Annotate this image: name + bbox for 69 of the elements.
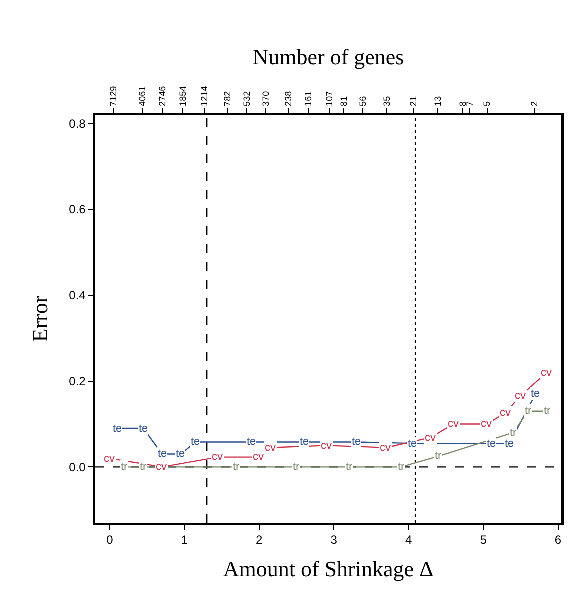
x2-tick-label: 5 (482, 101, 492, 106)
text: cv (380, 442, 391, 454)
text: te (176, 448, 186, 460)
text: cv (425, 432, 436, 444)
x2-tick-label: 81 (338, 96, 349, 106)
x-tick-label: 6 (554, 533, 562, 548)
text: tr (140, 461, 147, 473)
text: te (531, 388, 540, 400)
text: te (505, 438, 514, 450)
text: tr (121, 461, 128, 473)
text: tr (525, 405, 532, 417)
x2-tick-label: 238 (284, 91, 294, 106)
x2-tick-label: 13 (433, 96, 444, 106)
x2-tick-label: 56 (358, 96, 368, 106)
text: te (113, 423, 122, 435)
x2-tick-label: 1214 (200, 86, 210, 106)
y-axis-title: Error (27, 295, 52, 342)
text: te (300, 436, 310, 448)
text: cv (321, 440, 332, 452)
x2-tick-label: 532 (242, 91, 252, 106)
x2-tick-label: 21 (408, 96, 418, 106)
text: cv (481, 418, 492, 430)
series-label: te (139, 423, 148, 435)
y-tick-label: 0.8 (69, 116, 86, 131)
series-label: cv (500, 407, 512, 419)
series-label: tr (398, 461, 406, 473)
text: cv (253, 451, 264, 463)
x2-tick-label: 7 (464, 101, 475, 106)
x2-tick-label: 161 (304, 91, 314, 106)
x2-tick-label: 107 (324, 91, 335, 106)
text: tr (233, 461, 240, 473)
x2-tick-label: 35 (382, 96, 392, 106)
text: tr (346, 461, 353, 473)
x-tick-label: 2 (256, 533, 264, 548)
x-tick-label: 3 (330, 533, 338, 548)
text: cv (265, 442, 276, 454)
y-tick-label: 0.2 (69, 374, 86, 388)
x2-tick-label: 1854 (178, 86, 188, 106)
x2-axis-title: Number of genes (252, 44, 404, 70)
x2-tick-label: 4061 (138, 86, 148, 106)
text: cv (212, 451, 223, 463)
x-tick-label: 5 (480, 533, 488, 548)
x-tick-label: 1 (181, 533, 188, 548)
x-tick-label: 4 (405, 533, 412, 548)
text: tr (510, 427, 517, 439)
text: cv (515, 390, 526, 402)
x2-tick-label: 370 (260, 91, 271, 106)
y-tick-label: 0.6 (69, 202, 86, 217)
x-axis-title: Amount of Shrinkage Δ (223, 556, 434, 582)
text: te (487, 438, 496, 450)
y-tick-label: 0.0 (69, 460, 86, 474)
x2-tick-label: 2746 (158, 86, 168, 106)
text: cv (448, 418, 459, 430)
x2-tick-label: 782 (222, 91, 232, 106)
text: te (247, 436, 256, 448)
text: te (191, 436, 200, 448)
text: cv (541, 367, 552, 379)
text: cv (104, 453, 115, 465)
x-tick-label: 0 (106, 533, 114, 548)
x2-tick-label: 2 (529, 101, 540, 106)
text: tr (435, 450, 442, 462)
text: tr (293, 461, 300, 473)
x2-tick-label: 7129 (108, 86, 119, 106)
text: te (408, 438, 418, 450)
text: tr (544, 405, 551, 417)
y-tick-label: 0.4 (69, 288, 86, 303)
text: te (158, 448, 168, 460)
text: cv (156, 461, 167, 473)
text: te (352, 436, 362, 448)
